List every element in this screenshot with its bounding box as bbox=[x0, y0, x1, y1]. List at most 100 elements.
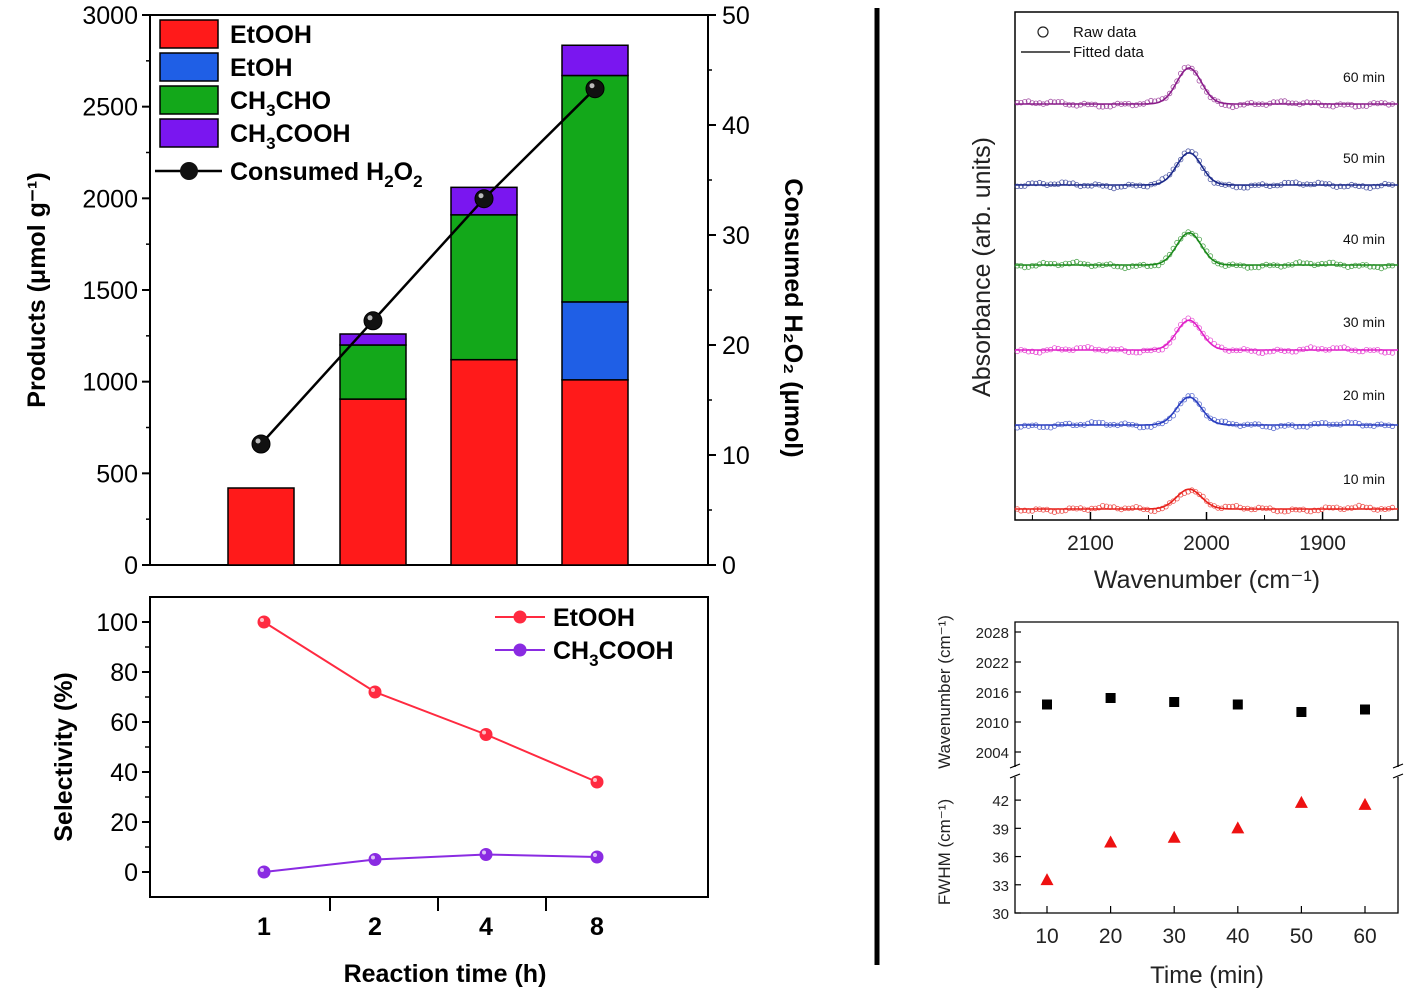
raw-data-point bbox=[1385, 102, 1392, 108]
raw-data-point bbox=[1036, 424, 1043, 430]
raw-data-point bbox=[1389, 423, 1396, 429]
raw-data-point bbox=[1129, 102, 1136, 109]
raw-data-point bbox=[1337, 183, 1344, 189]
raw-data-point bbox=[1051, 99, 1058, 105]
raw-data-point bbox=[1263, 261, 1269, 268]
raw-data-point bbox=[1200, 84, 1206, 90]
raw-data-point bbox=[1066, 347, 1072, 353]
raw-data-point bbox=[1322, 102, 1329, 109]
raw-data-point bbox=[1237, 423, 1243, 429]
raw-data-point bbox=[1021, 99, 1028, 105]
raw-data-point bbox=[1385, 506, 1392, 512]
raw-data-point bbox=[1270, 507, 1277, 513]
raw-data-point bbox=[1278, 182, 1284, 188]
raw-data-point bbox=[1185, 148, 1191, 154]
raw-data-point bbox=[1122, 265, 1128, 272]
raw-data-point bbox=[1293, 506, 1299, 513]
raw-data-point bbox=[1359, 503, 1366, 510]
raw-data-point bbox=[1144, 424, 1150, 430]
raw-data-point bbox=[1073, 345, 1080, 351]
raw-data-point bbox=[1359, 103, 1366, 109]
raw-data-point bbox=[1033, 506, 1039, 512]
raw-data-point bbox=[1036, 179, 1043, 186]
raw-data-point bbox=[1107, 184, 1113, 190]
selectivity-point-etooh bbox=[479, 728, 493, 741]
raw-data-point bbox=[1059, 179, 1065, 185]
raw-data-point bbox=[1371, 347, 1377, 353]
raw-data-point bbox=[1044, 347, 1050, 353]
raw-data-point bbox=[1345, 346, 1351, 352]
raw-data-point bbox=[1356, 263, 1362, 269]
raw-data-point bbox=[1192, 321, 1199, 328]
raw-data-point bbox=[1337, 261, 1344, 268]
raw-data-point bbox=[1062, 346, 1069, 352]
raw-data-point bbox=[1241, 185, 1247, 191]
raw-data-point bbox=[1255, 101, 1262, 107]
raw-data-point bbox=[1088, 263, 1095, 269]
raw-data-point bbox=[1326, 259, 1332, 266]
raw-data-point bbox=[1144, 347, 1150, 354]
raw-data-point bbox=[1055, 508, 1061, 514]
raw-data-point bbox=[1263, 349, 1269, 355]
raw-data-point bbox=[1029, 263, 1035, 269]
raw-data-point bbox=[1114, 422, 1121, 429]
consumed-h2o2-point bbox=[474, 189, 494, 209]
scatter-fwhm-y-label: FWHM (cm⁻¹) bbox=[935, 799, 954, 905]
raw-data-point bbox=[1174, 78, 1180, 84]
raw-data-point bbox=[1137, 424, 1143, 431]
raw-data-point bbox=[1033, 100, 1039, 106]
raw-data-point bbox=[1203, 170, 1210, 177]
raw-data-point bbox=[1345, 264, 1351, 270]
raw-data-point bbox=[1137, 262, 1143, 268]
selectivity-point-etooh bbox=[368, 685, 382, 699]
raw-data-point bbox=[1352, 347, 1358, 353]
raw-data-point bbox=[1166, 171, 1173, 178]
selectivity-legend-label-ch3cooh: CH3COOH bbox=[553, 637, 674, 670]
raw-data-point bbox=[1122, 101, 1128, 107]
raw-data-point bbox=[1070, 505, 1076, 511]
raw-data-point bbox=[1222, 503, 1228, 510]
raw-data-point bbox=[1248, 506, 1254, 513]
consumed-y-tick-label: 50 bbox=[722, 2, 750, 30]
raw-data-point bbox=[1118, 184, 1124, 190]
raw-data-point bbox=[1081, 261, 1087, 267]
time-x-tick-label: 50 bbox=[1290, 925, 1313, 948]
raw-data-point bbox=[1114, 347, 1121, 353]
raw-data-point bbox=[1296, 507, 1303, 513]
raw-data-point bbox=[1289, 180, 1295, 186]
products-y-tick-label: 1500 bbox=[82, 277, 138, 305]
selectivity-legend-label-etooh: EtOOH bbox=[553, 604, 635, 632]
raw-data-point bbox=[1371, 506, 1377, 513]
reaction-time-x-axis-label: Reaction time (h) bbox=[344, 960, 547, 988]
raw-data-point bbox=[1293, 260, 1299, 266]
raw-data-point bbox=[1359, 262, 1366, 268]
raw-data-point bbox=[1389, 101, 1396, 107]
raw-data-point bbox=[1382, 506, 1388, 512]
raw-data-point bbox=[1070, 422, 1076, 428]
raw-data-point bbox=[1092, 181, 1098, 187]
raw-data-point bbox=[1244, 347, 1251, 353]
raw-data-point bbox=[1155, 347, 1162, 353]
raw-data-point bbox=[1125, 181, 1132, 188]
raw-data-point bbox=[1192, 151, 1199, 157]
raw-data-point bbox=[1389, 504, 1396, 511]
raw-data-point bbox=[1107, 422, 1113, 428]
raw-data-point bbox=[1337, 101, 1344, 107]
legend-swatch-ch3cooh bbox=[159, 118, 219, 148]
raw-data-point bbox=[1122, 505, 1128, 511]
bar-ch3cho-4h bbox=[450, 214, 518, 361]
raw-data-point bbox=[1133, 263, 1139, 269]
raw-data-point bbox=[1226, 348, 1232, 354]
fwhm-point bbox=[1167, 830, 1181, 843]
raw-data-point bbox=[1140, 183, 1147, 189]
raw-data-point bbox=[1259, 101, 1266, 107]
selectivity-line-ch3cooh bbox=[263, 853, 598, 873]
raw-data-point bbox=[1103, 422, 1110, 428]
raw-data-point bbox=[1166, 415, 1173, 421]
raw-data-point bbox=[1319, 346, 1325, 352]
raw-data-point bbox=[1374, 183, 1381, 190]
raw-data-point bbox=[1274, 99, 1280, 105]
raw-data-point bbox=[1311, 345, 1318, 351]
scatter-wavenumber-y-label: Wavenumber (cm⁻¹) bbox=[935, 615, 954, 769]
raw-data-point bbox=[1274, 508, 1280, 515]
